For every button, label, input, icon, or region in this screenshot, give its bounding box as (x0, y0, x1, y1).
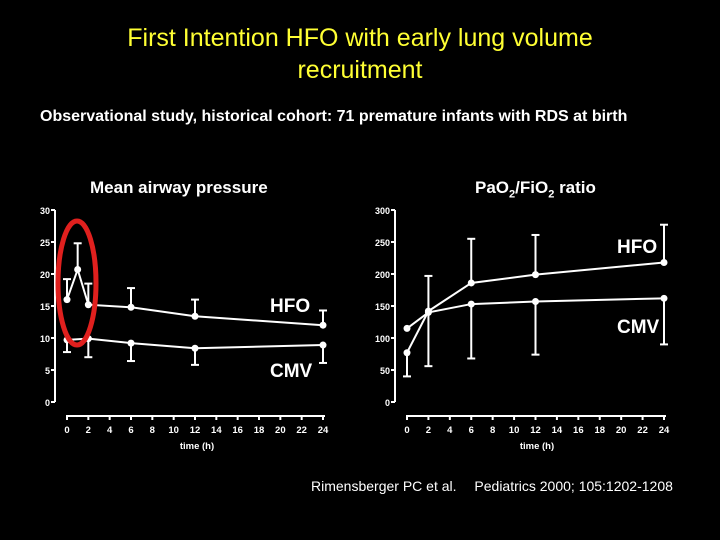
y-tick-label: 250 (375, 238, 390, 248)
citation-authors: Rimensberger PC et al. (311, 478, 457, 494)
x-tick-label: 8 (150, 425, 155, 436)
x-tick-label: 2 (86, 425, 91, 436)
title-line-2: recruitment (297, 56, 423, 84)
data-point (127, 303, 135, 311)
y-tick-label: 200 (375, 270, 390, 280)
x-tick-label: 18 (594, 425, 605, 436)
x-tick-label: 0 (404, 425, 409, 436)
data-point (532, 298, 539, 306)
data-point (424, 308, 432, 316)
x-tick-label: 22 (637, 425, 648, 436)
x-tick-label: 20 (275, 425, 286, 436)
x-tick-label: 14 (211, 425, 222, 436)
data-point (191, 312, 199, 320)
x-tick-label: 8 (490, 425, 495, 436)
series-cmv (403, 294, 668, 368)
x-tick-label: 10 (509, 425, 520, 436)
data-point (660, 258, 668, 266)
right-chart-title: PaO2/FiO2 ratio (475, 178, 596, 200)
x-tick-label: 22 (296, 425, 307, 436)
cmv-series-label: CMV (617, 317, 660, 338)
x-tick-label: 12 (530, 425, 541, 436)
y-tick-label: 25 (40, 238, 50, 248)
title-part: ratio (554, 178, 596, 197)
x-tick-label: 14 (552, 425, 563, 436)
title-subscript: 2 (548, 188, 555, 201)
x-tick-label: 10 (168, 425, 179, 436)
x-tick-label: 16 (232, 425, 243, 436)
cmv-series-label: CMV (270, 361, 313, 382)
data-point (319, 341, 327, 349)
x-tick-label: 6 (128, 425, 133, 436)
y-tick-label: 150 (375, 302, 390, 312)
y-tick-label: 300 (375, 206, 390, 216)
y-tick-label: 0 (45, 398, 50, 408)
y-tick-label: 10 (40, 334, 50, 344)
x-tick-label: 2 (426, 425, 431, 436)
data-point (532, 271, 539, 279)
data-point (403, 324, 411, 332)
x-tick-label: 24 (318, 425, 329, 436)
x-tick-label: 0 (64, 425, 69, 436)
y-tick-label: 30 (40, 206, 50, 216)
x-tick-label: 4 (447, 425, 453, 436)
left-chart-title: Mean airway pressure (90, 178, 268, 197)
data-point (191, 344, 199, 352)
title-part: /FiO (515, 178, 549, 197)
data-point (467, 279, 475, 287)
x-tick-label: 24 (659, 425, 670, 436)
y-tick-label: 50 (380, 366, 390, 376)
x-tick-label: 4 (107, 425, 113, 436)
y-tick-label: 20 (40, 270, 50, 280)
data-point (319, 321, 327, 329)
data-point (467, 300, 475, 308)
series-cmv (63, 335, 327, 366)
highlight-ellipse (55, 218, 99, 348)
citation-journal: Pediatrics 2000; 105:1202-1208 (474, 478, 673, 494)
study-subtitle: Observational study, historical cohort: … (40, 108, 628, 125)
data-point (660, 294, 668, 302)
x-tick-label: 12 (190, 425, 201, 436)
y-tick-label: 15 (40, 302, 50, 312)
data-point (127, 339, 135, 347)
y-tick-label: 5 (45, 366, 50, 376)
slide-title: First Intention HFO with early lung volu… (0, 22, 720, 86)
data-point (403, 349, 411, 357)
x-axis-label: time (h) (520, 441, 554, 452)
series-hfo (63, 242, 327, 329)
x-tick-label: 18 (254, 425, 265, 436)
y-tick-label: 0 (385, 398, 390, 408)
title-subscript: 2 (509, 188, 516, 201)
citation: Rimensberger PC et al. Pediatrics 2000; … (311, 478, 687, 494)
data-point (63, 296, 71, 304)
title-line-1: First Intention HFO with early lung volu… (127, 24, 593, 52)
hfo-series-label: HFO (617, 237, 657, 258)
y-tick-label: 100 (375, 334, 390, 344)
x-axis-label: time (h) (180, 441, 214, 452)
x-tick-label: 20 (616, 425, 627, 436)
x-tick-label: 16 (573, 425, 584, 436)
title-part: PaO (475, 178, 510, 197)
x-tick-label: 6 (469, 425, 474, 436)
hfo-series-label: HFO (270, 296, 310, 317)
data-point (74, 266, 82, 274)
data-point (84, 301, 92, 309)
